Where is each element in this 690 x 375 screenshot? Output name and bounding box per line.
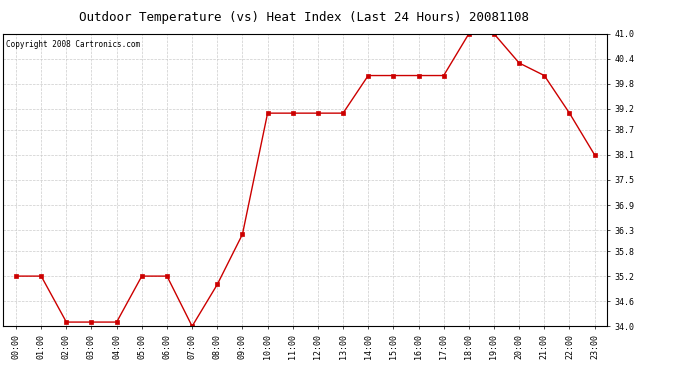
Text: Outdoor Temperature (vs) Heat Index (Last 24 Hours) 20081108: Outdoor Temperature (vs) Heat Index (Las…: [79, 11, 529, 24]
Text: Copyright 2008 Cartronics.com: Copyright 2008 Cartronics.com: [6, 40, 141, 49]
